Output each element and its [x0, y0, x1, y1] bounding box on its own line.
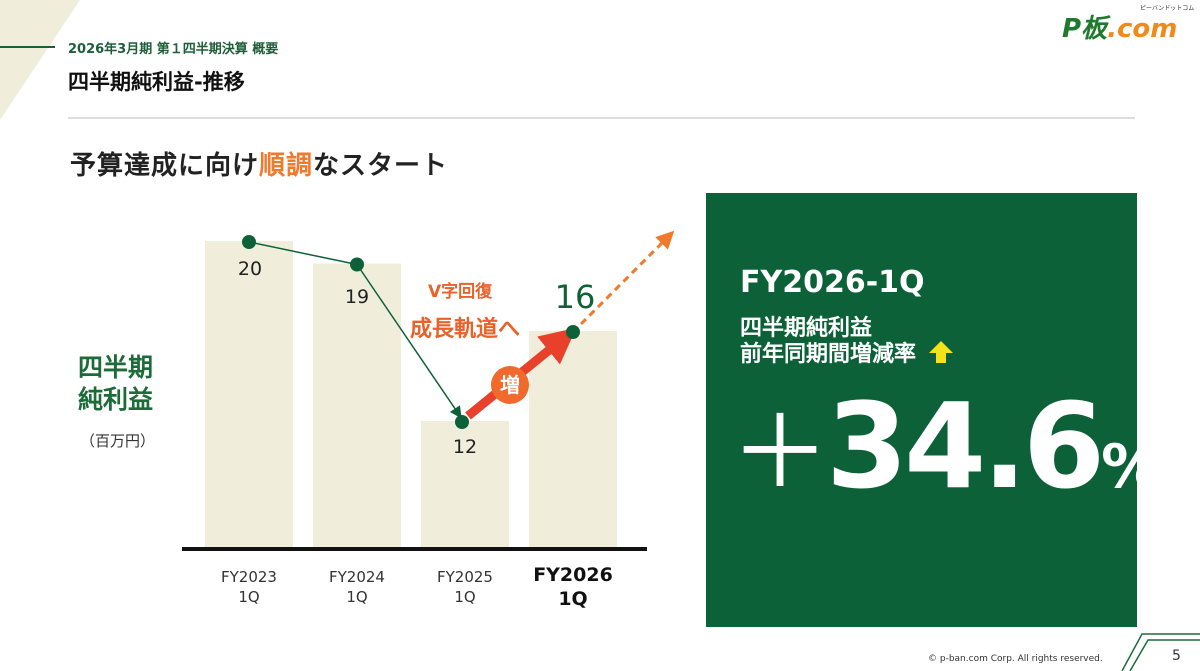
kpi-period: FY2026-1Q	[740, 265, 925, 300]
bar	[205, 241, 293, 549]
x-tick-label: FY2024 1Q	[329, 568, 385, 606]
data-label: 12	[452, 436, 478, 458]
corner-triangle	[0, 0, 80, 120]
bar	[529, 331, 617, 549]
data-point	[566, 325, 580, 339]
bar	[421, 421, 509, 549]
y-axis-unit: （百万円）	[80, 432, 156, 450]
projection-arrow	[579, 230, 675, 326]
data-point	[455, 415, 469, 429]
footer-line	[1121, 633, 1200, 671]
kpi-value: ＋34.6%	[730, 377, 1161, 515]
kpi-metric: 四半期純利益	[740, 316, 873, 341]
data-point	[350, 257, 364, 272]
x-tick-label: FY2025 1Q	[437, 568, 493, 606]
annotation-growth: 成長軌道へ	[410, 317, 521, 342]
logo-kana: ピーバンドットコム	[1140, 5, 1195, 12]
headline: 予算達成に向け順調なスタート	[70, 151, 449, 181]
data-point	[242, 235, 256, 249]
increase-badge: 増	[491, 366, 529, 404]
up-arrow-icon	[928, 341, 953, 363]
footer-line	[1129, 639, 1200, 671]
bar	[313, 263, 401, 549]
company-logo: P板.com	[1062, 14, 1178, 44]
page-number: 5	[1172, 648, 1181, 664]
y-axis-label: 四半期 純利益	[78, 353, 154, 414]
trend-line	[248, 241, 358, 266]
trend-line	[356, 264, 462, 419]
x-tick-label: FY2023 1Q	[221, 568, 277, 606]
data-label-current: 16	[554, 278, 596, 316]
kpi-panel: FY2026-1Q 四半期純利益 前年同期間増減率 ＋34.6%	[706, 193, 1161, 627]
data-label: 19	[344, 286, 370, 308]
section-subtitle: 2026年3月期 第１四半期決算 概要	[68, 42, 279, 57]
x-tick-label-current: FY2026 1Q	[533, 564, 613, 610]
net-income-chart	[182, 230, 675, 551]
page-title: 四半期純利益-推移	[68, 70, 245, 94]
annotation-v-recovery: V字回復	[428, 282, 493, 302]
data-label: 20	[237, 258, 263, 280]
copyright: © p-ban.com Corp. All rights reserved.	[928, 654, 1103, 664]
kpi-label: 前年同期間増減率	[740, 336, 954, 368]
